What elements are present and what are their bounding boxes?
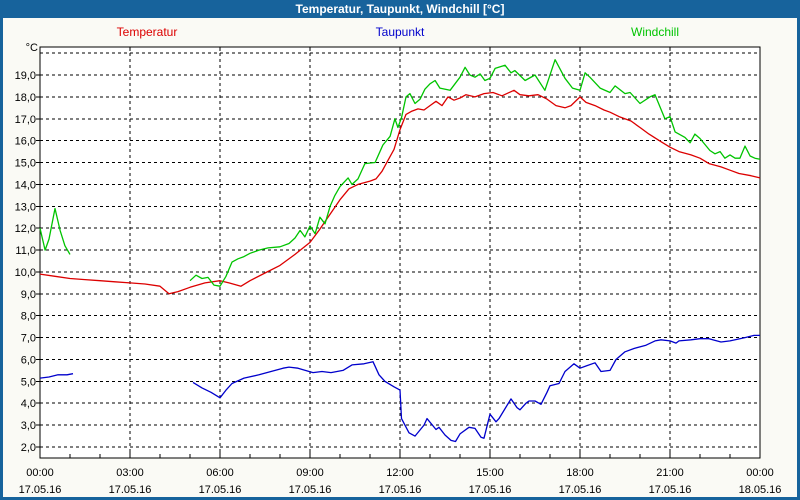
svg-text:00:00: 00:00 — [26, 467, 54, 479]
window-title: Temperatur, Taupunkt, Windchill [°C] — [295, 2, 505, 16]
title-bar: Temperatur, Taupunkt, Windchill [°C] — [0, 0, 800, 18]
svg-text:16,0: 16,0 — [15, 136, 36, 148]
svg-text:17.05.16: 17.05.16 — [559, 484, 602, 496]
svg-text:8,0: 8,0 — [21, 311, 36, 323]
axis-x-labels: 00:00 17.05.16 03:00 17.05.16 06:00 17.05.16 0… — [19, 467, 782, 496]
svg-text:18:00: 18:00 — [566, 467, 594, 479]
svg-text:17.05.16: 17.05.16 — [379, 484, 422, 496]
svg-text:17.05.16: 17.05.16 — [469, 484, 512, 496]
svg-text:4,0: 4,0 — [21, 398, 36, 410]
svg-text:11,0: 11,0 — [15, 245, 36, 257]
svg-text:18.05.16: 18.05.16 — [739, 484, 782, 496]
legend-label-taupunkt: Taupunkt — [375, 25, 425, 39]
series-windchill — [39, 59, 761, 287]
grid-vertical — [129, 47, 671, 458]
svg-text:6,0: 6,0 — [21, 354, 36, 366]
svg-text:14,0: 14,0 — [15, 179, 36, 191]
svg-text:12,0: 12,0 — [15, 223, 36, 235]
svg-text:19,0: 19,0 — [15, 70, 36, 82]
svg-text:5,0: 5,0 — [21, 376, 36, 388]
svg-text:12:00: 12:00 — [386, 467, 414, 479]
svg-text:17,0: 17,0 — [15, 114, 36, 126]
svg-text:15:00: 15:00 — [476, 467, 504, 479]
svg-text:17.05.16: 17.05.16 — [19, 484, 62, 496]
svg-text:00:00: 00:00 — [746, 467, 774, 479]
chart-plot-area: °C 19,0 18,0 17,0 16,0 15,0 14,0 13,0 12,0 11,0 10… — [15, 42, 782, 496]
series-temperatur — [39, 89, 761, 295]
svg-text:7,0: 7,0 — [21, 333, 36, 345]
series-taupunkt — [39, 334, 760, 443]
svg-text:06:00: 06:00 — [206, 467, 234, 479]
svg-text:18,0: 18,0 — [15, 92, 36, 104]
svg-text:9,0: 9,0 — [21, 289, 36, 301]
svg-text:17.05.16: 17.05.16 — [649, 484, 692, 496]
y-axis-unit-label: °C — [26, 42, 38, 54]
svg-text:15,0: 15,0 — [15, 158, 36, 170]
svg-text:17.05.16: 17.05.16 — [199, 484, 242, 496]
svg-text:17.05.16: 17.05.16 — [109, 484, 152, 496]
legend-label-windchill: Windchill — [630, 25, 680, 39]
svg-text:13,0: 13,0 — [15, 201, 36, 213]
svg-text:21:00: 21:00 — [656, 467, 684, 479]
axis-y-labels: °C 19,0 18,0 17,0 16,0 15,0 14,0 13,0 12,0 11,0 10… — [15, 42, 38, 454]
svg-text:17.05.16: 17.05.16 — [289, 484, 332, 496]
svg-text:03:00: 03:00 — [116, 467, 144, 479]
svg-text:2,0: 2,0 — [21, 442, 36, 454]
svg-text:3,0: 3,0 — [21, 420, 36, 432]
svg-text:09:00: 09:00 — [296, 467, 324, 479]
legend-label-temperatur: Temperatur — [116, 25, 178, 39]
svg-text:10,0: 10,0 — [15, 267, 36, 279]
